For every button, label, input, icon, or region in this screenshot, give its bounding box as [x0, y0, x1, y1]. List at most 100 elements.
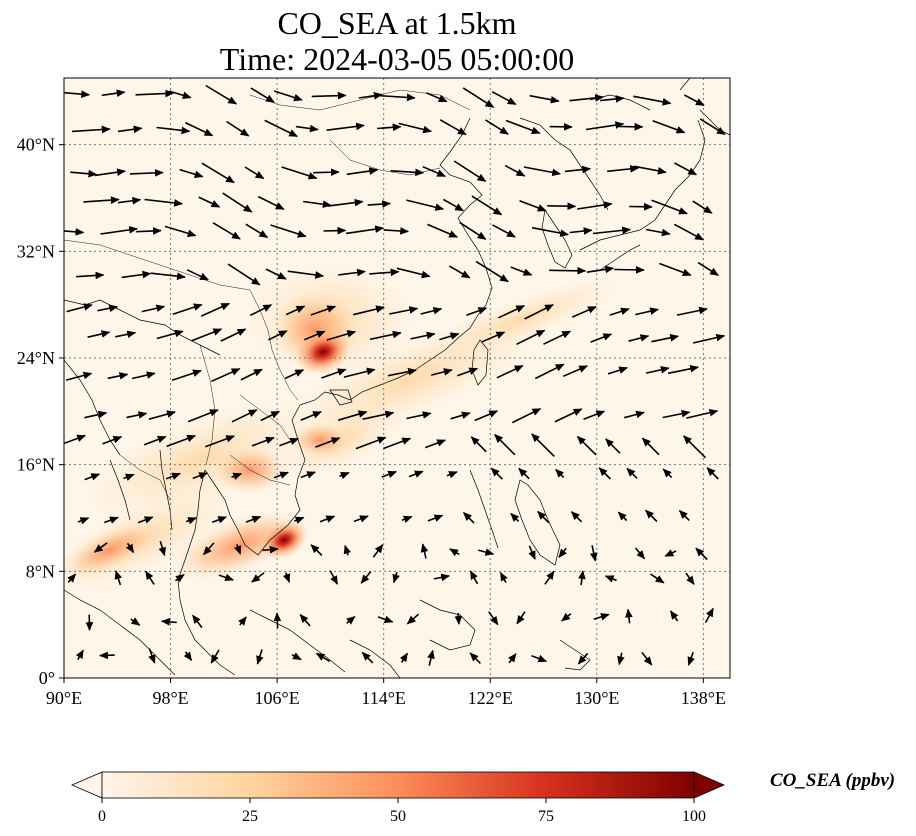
- wind-arrow: [498, 304, 526, 319]
- wind-arrow: [323, 226, 347, 235]
- wind-arrow: [132, 371, 156, 380]
- wind-arrow: [389, 306, 419, 315]
- wind-arrow: [338, 268, 366, 277]
- wind-arrow: [339, 471, 350, 480]
- wind-arrow: [257, 195, 285, 211]
- wind-arrow: [231, 409, 258, 423]
- wind-arrow: [697, 261, 719, 276]
- wind-arrow: [692, 200, 713, 214]
- wind-arrow: [424, 439, 446, 449]
- wind-arrow: [420, 307, 443, 315]
- wind-arrow: [300, 471, 316, 479]
- wind-arrow: [72, 125, 111, 134]
- wind-arrow: [692, 333, 726, 344]
- wind-arrow: [410, 331, 436, 340]
- colorbar: 0 25 50 75 100 CO_SEA (ppbv): [70, 770, 895, 825]
- lat-tick-label: 16°N: [17, 455, 55, 475]
- wind-arrow: [645, 365, 670, 374]
- wind-arrow: [685, 572, 695, 585]
- wind-arrow: [265, 268, 287, 280]
- wind-arrow: [684, 94, 705, 107]
- wind-arrow: [475, 260, 509, 283]
- wind-arrow: [227, 263, 261, 286]
- wind-arrow: [135, 89, 175, 98]
- wind-arrow: [311, 91, 347, 100]
- colorbar-tick-label: 50: [390, 808, 406, 825]
- wind-arrow: [505, 119, 541, 134]
- wind-arrow: [337, 410, 368, 421]
- map-frame: [63, 77, 731, 679]
- wind-arrow: [377, 93, 416, 102]
- wind-arrow: [97, 304, 119, 313]
- wind-arrow: [607, 165, 640, 173]
- wind-arrow: [408, 470, 424, 478]
- map-title-line2: Time: 2024-03-05 05:00:00: [219, 41, 575, 77]
- wind-arrow: [569, 227, 593, 235]
- wind-arrow: [504, 164, 526, 177]
- wind-arrow: [174, 573, 185, 583]
- wind-arrow: [490, 467, 503, 480]
- wind-arrow: [310, 305, 337, 316]
- wind-arrow: [564, 165, 592, 174]
- wind-arrow: [273, 471, 289, 479]
- wind-arrow: [303, 330, 326, 341]
- wind-arrow: [210, 649, 220, 664]
- wind-arrow: [449, 548, 460, 557]
- wind-arrow: [425, 92, 448, 103]
- wind-arrow: [185, 517, 197, 525]
- wind-arrow: [345, 225, 384, 235]
- wind-arrow: [585, 121, 625, 131]
- wind-arrow: [625, 608, 633, 624]
- colorbar-over-extension: [693, 771, 726, 799]
- wind-arrow: [238, 616, 247, 626]
- wind-arrow: [474, 410, 499, 422]
- wind-arrow: [148, 410, 176, 420]
- wind-arrow: [662, 409, 691, 419]
- wind-arrow: [469, 652, 481, 664]
- wind-arrow: [470, 436, 487, 453]
- wind-arrow: [554, 408, 583, 423]
- wind-arrow: [543, 330, 572, 345]
- wind-arrow: [604, 575, 617, 583]
- wind-arrow: [377, 123, 402, 132]
- lat-tick-label: 40°N: [17, 135, 55, 155]
- wind-arrow: [571, 305, 597, 318]
- wind-arrow: [485, 119, 509, 135]
- wind-arrow: [129, 169, 164, 177]
- wind-arrow: [355, 436, 387, 450]
- wind-arrow: [291, 652, 302, 661]
- lon-tick-label: 106°E: [255, 688, 300, 708]
- axis-ticks: 90°E 98°E 106°E 114°E 122°E 130°E 138°E 0° 8°N 16…: [17, 135, 726, 708]
- wind-arrow: [117, 125, 143, 134]
- wind-arrow: [222, 192, 253, 213]
- wind-arrow: [187, 409, 219, 423]
- wind-arrow: [281, 166, 318, 180]
- wind-arrow: [496, 364, 524, 379]
- wind-arrow: [547, 202, 577, 210]
- wind-arrow: [287, 270, 325, 279]
- wind-arrow: [179, 168, 204, 178]
- wind-arrow: [329, 570, 339, 585]
- wind-arrow: [240, 368, 263, 381]
- wind-arrow: [198, 196, 221, 208]
- wind-arrow: [169, 90, 192, 99]
- wind-arrow: [310, 544, 323, 556]
- wind-arrow: [144, 198, 183, 207]
- wind-arrow: [100, 226, 138, 235]
- wind-arrow: [256, 649, 264, 665]
- lon-tick-label: 138°E: [681, 688, 726, 708]
- wind-arrow: [66, 303, 93, 313]
- wind-arrow: [673, 223, 704, 241]
- wind-arrow: [651, 199, 688, 215]
- colorbar-tick-label: 0: [98, 808, 106, 825]
- wind-arrow: [137, 516, 154, 524]
- wind-arrow: [315, 437, 341, 448]
- wind-arrow: [549, 266, 587, 275]
- wind-arrow: [299, 613, 311, 627]
- wind-arrow: [220, 328, 247, 342]
- wind-arrow: [201, 162, 235, 184]
- wind-arrow: [273, 90, 303, 102]
- lon-tick-label: 130°E: [574, 688, 619, 708]
- wind-arrow: [183, 651, 193, 661]
- wind-arrow: [466, 307, 488, 316]
